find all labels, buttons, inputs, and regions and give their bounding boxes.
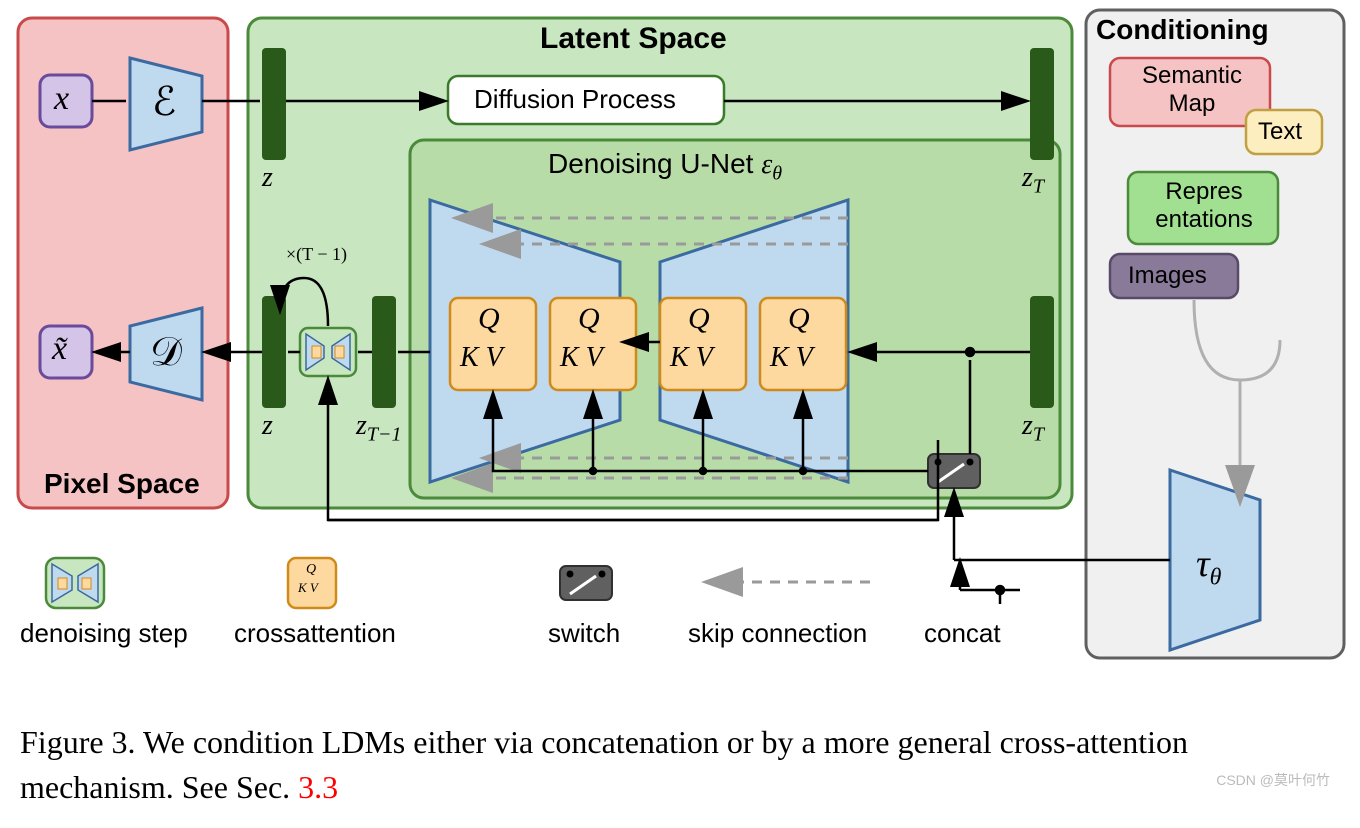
legend-crossattn-label: crossattention bbox=[234, 618, 396, 649]
z-label-bot: z bbox=[262, 410, 273, 442]
zt-bar-top bbox=[1030, 48, 1054, 160]
loop-label: ×(T − 1) bbox=[286, 244, 347, 265]
qkv-2-q: Q bbox=[578, 302, 600, 336]
switch-box bbox=[928, 454, 980, 488]
zt-label-top: zT bbox=[1022, 162, 1044, 199]
x-tilde-label: x̃ bbox=[52, 330, 67, 368]
legend-crossattn-q: Q bbox=[306, 562, 316, 578]
text-label: Text bbox=[1258, 118, 1302, 146]
z-bar-bot bbox=[262, 296, 286, 408]
conditioning-title: Conditioning bbox=[1096, 14, 1269, 46]
qkv-1-kv: K V bbox=[460, 342, 503, 374]
z-label-top: z bbox=[262, 162, 273, 194]
watermark: CSDN @莫叶何竹 bbox=[1216, 770, 1330, 790]
legend-switch-label: switch bbox=[548, 618, 620, 649]
pixel-space-box bbox=[18, 18, 228, 508]
decoder-label: 𝒟 bbox=[150, 328, 182, 375]
legend-switch bbox=[560, 566, 612, 600]
zt-label-bot: zT bbox=[1022, 410, 1044, 447]
qkv-1-q: Q bbox=[478, 302, 500, 336]
legend-concat bbox=[960, 562, 1020, 604]
zt-bar-bot bbox=[1030, 296, 1054, 408]
qkv-2-kv: K V bbox=[560, 342, 603, 374]
pixel-space-title: Pixel Space bbox=[44, 468, 200, 500]
qkv-3-q: Q bbox=[688, 302, 710, 336]
unet-inner-box bbox=[410, 140, 1060, 498]
caption-body: We condition LDMs either via concatenati… bbox=[20, 724, 1188, 805]
tau-label: τθ bbox=[1196, 542, 1221, 592]
small-unet-box bbox=[300, 328, 356, 376]
unet-left-trap bbox=[430, 200, 620, 482]
qkv-3-kv: K V bbox=[670, 342, 713, 374]
legend-denoising-label: denoising step bbox=[20, 618, 188, 649]
ztm1-bar bbox=[372, 296, 396, 408]
qkv-4-kv: K V bbox=[770, 342, 813, 374]
unet-title: Denoising U-Net εθ bbox=[548, 148, 782, 186]
z-bar-top bbox=[262, 48, 286, 160]
unet-right-trap bbox=[660, 200, 848, 482]
loop-arrow bbox=[280, 278, 328, 326]
diagram-svg bbox=[0, 0, 1360, 828]
legend-skip-label: skip connection bbox=[688, 618, 867, 649]
cond-flow-lines bbox=[1194, 300, 1280, 495]
figure-caption: Figure 3. We condition LDMs either via c… bbox=[20, 720, 1340, 810]
repr-label: Representations bbox=[1148, 178, 1260, 233]
caption-prefix: Figure 3. bbox=[20, 724, 143, 760]
qkv-4-q: Q bbox=[788, 302, 810, 336]
diffusion-process-label: Diffusion Process bbox=[474, 84, 676, 115]
legend-denoising bbox=[46, 558, 104, 608]
legend-crossattn-kv: K V bbox=[298, 580, 318, 596]
caption-ref: 3.3 bbox=[298, 769, 338, 805]
ztm1-label: zT−1 bbox=[356, 410, 402, 447]
semantic-label: SemanticMap bbox=[1128, 62, 1256, 117]
x-label: x bbox=[54, 80, 69, 118]
latent-space-title: Latent Space bbox=[540, 22, 727, 56]
images-label: Images bbox=[1128, 262, 1207, 290]
encoder-label: ℰ bbox=[152, 78, 176, 125]
legend-concat-label: concat bbox=[924, 618, 1001, 649]
